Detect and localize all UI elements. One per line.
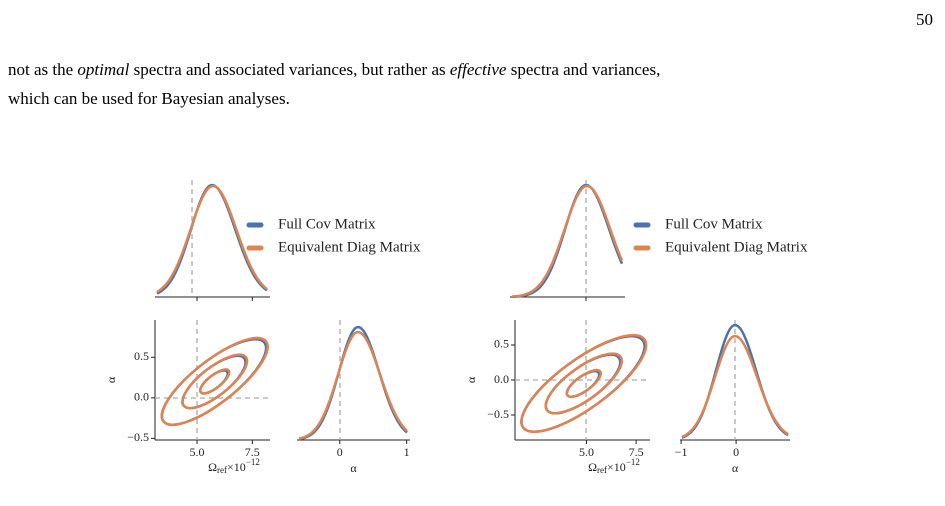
density-curve [156,183,268,295]
page-number: 50 [916,10,933,29]
superscript: −12 [246,457,260,467]
x-axis-label: Ωref×10−12 [208,457,260,475]
density-curve [156,184,268,293]
contour [199,368,231,395]
y-tick-label: 0.5 [494,337,509,351]
paragraph-line: which can be used for Bayesian analyses. [8,89,290,108]
x-tick-label: −1 [675,445,688,459]
legend-label: Full Cov Matrix [278,216,376,232]
x-axis-label: α [732,461,739,475]
text: spectra and variances, [506,60,661,79]
legend-label: Equivalent Diag Matrix [665,239,808,255]
density-curve [298,330,408,440]
x-tick-label: 5.0 [190,445,205,459]
y-tick-label: 0.5 [134,349,149,363]
paragraph-line: not as the optimal spectra and associate… [8,60,660,80]
density-curve [511,183,624,299]
superscript: −12 [626,457,640,467]
contour [544,352,624,415]
emphasis: effective [449,60,507,79]
x-tick-label: 0 [733,445,739,459]
y-tick-label: −0.5 [127,430,149,444]
subscript: ref [597,465,607,475]
contour [544,353,622,415]
legend-label: Equivalent Diag Matrix [278,239,421,255]
contour [520,333,648,433]
x-tick-label: 7.5 [245,445,260,459]
density-curve [511,184,624,298]
symbol: Ω [588,460,597,474]
emphasis: optimal [77,60,130,79]
subscript: ref [217,465,227,475]
contour [160,336,269,426]
contour [565,368,603,398]
density-curve [681,334,789,439]
text: not as the [8,60,78,79]
x-tick-label: 1 [404,445,410,459]
contour [181,354,247,410]
times: ×10 [607,460,626,474]
x-axis-label: α [350,461,357,475]
legend-label: Full Cov Matrix [665,216,763,232]
y-axis-label: α [104,376,118,383]
times: ×10 [227,460,246,474]
symbol: Ω [208,460,217,474]
x-tick-label: 5.0 [579,445,594,459]
x-tick-label: 7.5 [629,445,644,459]
x-tick-label: 0 [337,445,343,459]
contour [160,337,268,427]
x-axis-label: Ωref×10−12 [588,457,640,475]
density-curve [298,325,408,441]
text: spectra and associated variances, but ra… [129,60,450,79]
contour [520,334,646,434]
y-axis-label: α [464,376,478,383]
y-tick-label: −0.5 [487,407,509,421]
y-tick-label: 0.0 [494,372,509,386]
y-tick-label: 0.0 [134,390,149,404]
contour [181,353,249,410]
